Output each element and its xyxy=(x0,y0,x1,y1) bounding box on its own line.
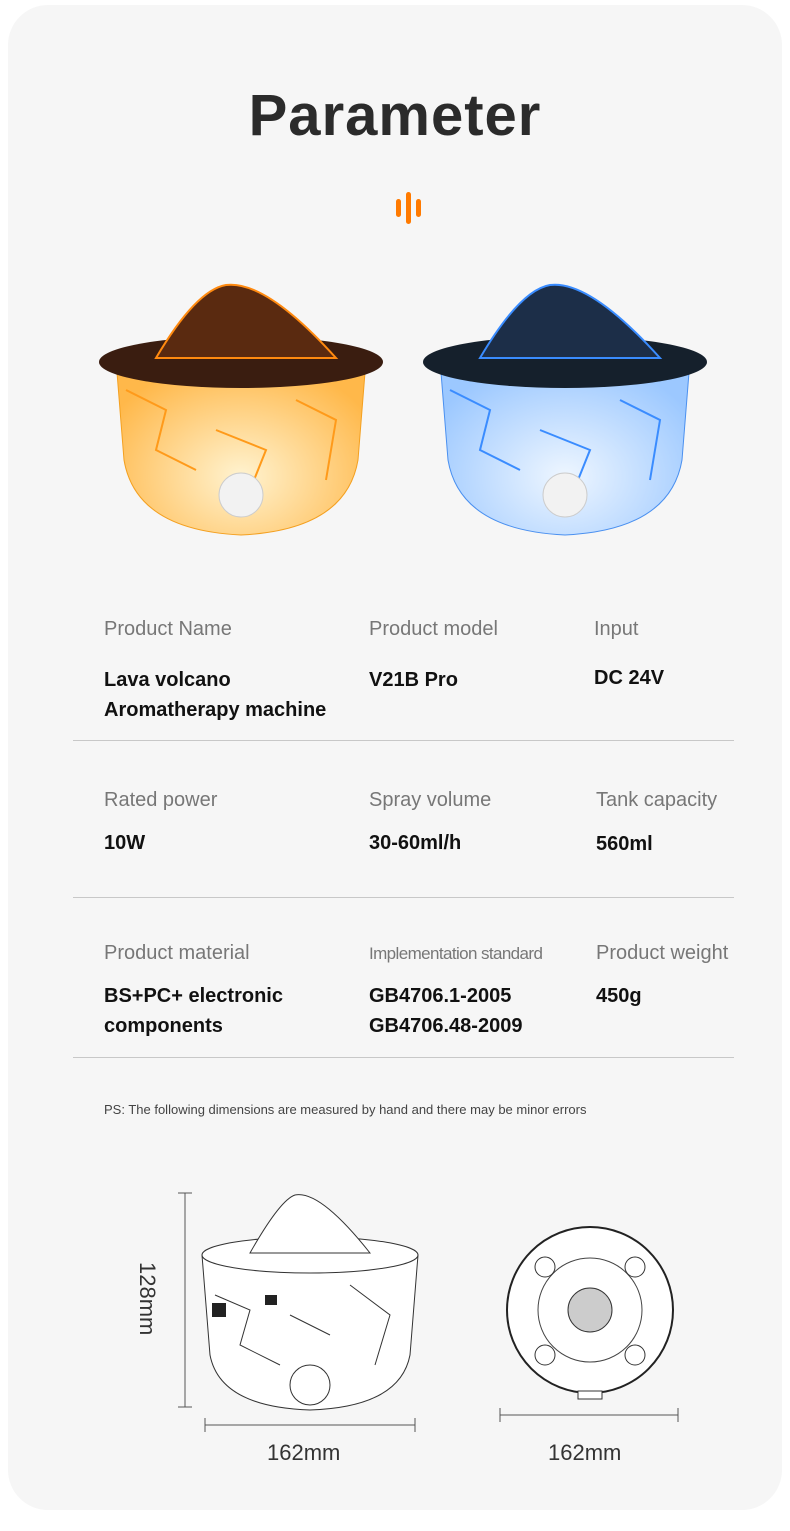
spec-label: Product Name xyxy=(104,618,232,640)
spec-label: Spray volume xyxy=(369,789,492,811)
spec-value: BS+PC+ electronic components xyxy=(104,985,283,1037)
spec-label: Tank capacity xyxy=(596,789,718,811)
spec-value: Lava volcano Aromatherapy machine xyxy=(104,669,327,721)
spec-label: Product material xyxy=(104,942,250,964)
bottom-view-drawing xyxy=(499,1226,679,1422)
spec-value: 560ml xyxy=(596,833,653,855)
spec-label: Product weight xyxy=(596,942,729,964)
spec-value: 10W xyxy=(104,832,146,854)
spec-value: V21B Pro xyxy=(369,669,458,691)
spec-value: GB4706.1-2005 GB4706.48-2009 xyxy=(369,985,523,1037)
divider xyxy=(73,740,734,741)
spec-label: Rated power xyxy=(104,789,218,811)
side-width-dimension: 162mm xyxy=(267,1440,341,1465)
spec-value: 450g xyxy=(596,985,642,1007)
divider xyxy=(73,897,734,898)
sound-wave-icon xyxy=(396,192,421,224)
page-title: Parameter xyxy=(248,83,542,148)
height-dimension: 128mm xyxy=(135,1262,160,1336)
spec-value: 30-60ml/h xyxy=(369,832,462,854)
measurement-note: PS: The following dimensions are measure… xyxy=(104,1102,587,1117)
spec-label: Product model xyxy=(369,618,498,640)
side-view-drawing xyxy=(178,1192,419,1432)
spec-label: Implementation standard xyxy=(369,944,543,963)
divider xyxy=(73,1057,734,1058)
product-image-blue xyxy=(423,283,707,536)
bottom-width-dimension: 162mm xyxy=(548,1440,622,1465)
spec-value: DC 24V xyxy=(594,667,665,689)
spec-label: Input xyxy=(594,618,639,640)
product-image-orange xyxy=(99,283,383,536)
